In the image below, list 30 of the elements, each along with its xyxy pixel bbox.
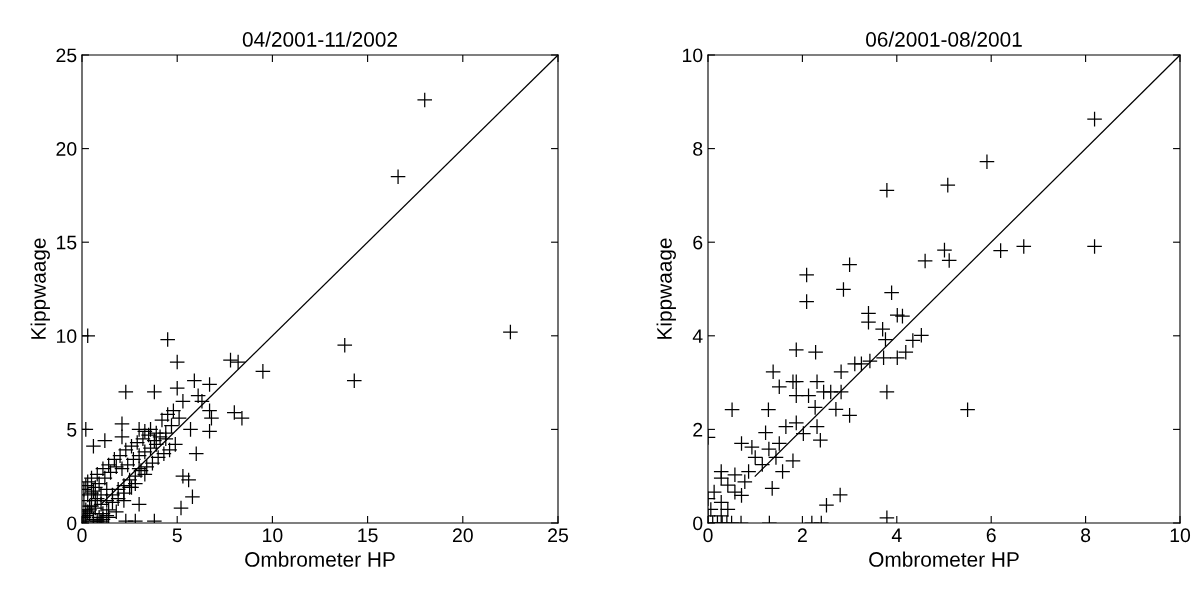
x-tick-label: 25 xyxy=(548,528,568,543)
x-tick-label: 10 xyxy=(1170,528,1191,543)
chart-title: 06/2001-08/2001 xyxy=(866,31,1022,47)
y-tick-label: 25 xyxy=(56,48,77,63)
y-tick-label: 10 xyxy=(683,48,703,63)
x-tick-label: 10 xyxy=(263,528,283,543)
x-axis-title: Ombrometer HP xyxy=(245,551,395,567)
y-tick-label: 10 xyxy=(57,329,77,344)
y-tick-label: 20 xyxy=(56,142,77,156)
y-axis-title: Kippwaage xyxy=(656,238,676,339)
x-tick-label: 20 xyxy=(452,528,473,543)
x-axis-title: Ombrometer HP xyxy=(869,551,1019,567)
y-tick-label: 5 xyxy=(67,423,77,437)
y-tick-label: 0 xyxy=(67,516,77,531)
y-tick-label: 6 xyxy=(693,235,703,250)
y-tick-label: 4 xyxy=(692,329,703,343)
y-tick-label: 0 xyxy=(693,516,703,531)
y-tick-label: 8 xyxy=(693,142,703,156)
x-tick-label: 6 xyxy=(986,528,996,543)
x-tick-label: 5 xyxy=(172,528,182,543)
y-tick-label: 2 xyxy=(693,422,703,437)
x-tick-label: 0 xyxy=(77,528,87,543)
chart-title: 04/2001-11/2002 xyxy=(242,31,397,47)
x-tick-label: 15 xyxy=(358,528,378,543)
x-tick-label: 4 xyxy=(891,528,902,542)
x-tick-label: 0 xyxy=(703,528,713,543)
y-tick-label: 15 xyxy=(57,235,77,250)
x-tick-label: 8 xyxy=(1081,528,1091,543)
y-axis-title: Kippwaage xyxy=(30,238,50,339)
x-tick-label: 2 xyxy=(797,528,807,542)
